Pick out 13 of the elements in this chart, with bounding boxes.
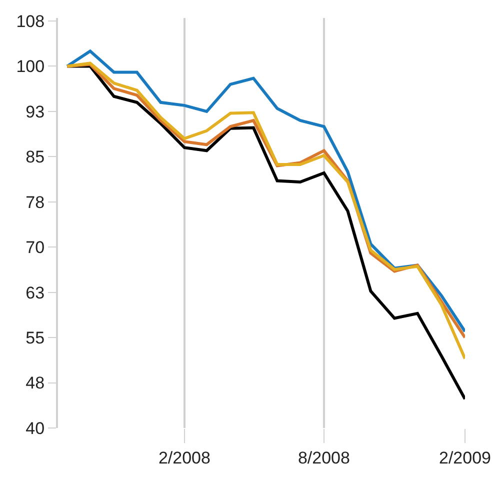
- x-tick-label: 2/2008: [158, 448, 210, 468]
- y-tick-label: 78: [26, 192, 45, 212]
- y-tick-label: 70: [26, 238, 45, 258]
- y-tick-label: 100: [16, 57, 45, 76]
- y-tick-label: 108: [16, 12, 45, 31]
- y-tick-label: 48: [26, 374, 45, 393]
- x-tick-label: 2/2009: [439, 448, 491, 468]
- y-tick-label: 63: [26, 283, 45, 302]
- x-tick-label: 8/2008: [298, 448, 350, 468]
- y-tick-label: 40: [26, 418, 45, 438]
- y-tick-label: 85: [26, 148, 45, 167]
- y-tick-label: 93: [26, 102, 45, 122]
- y-tick-label: 55: [26, 328, 45, 348]
